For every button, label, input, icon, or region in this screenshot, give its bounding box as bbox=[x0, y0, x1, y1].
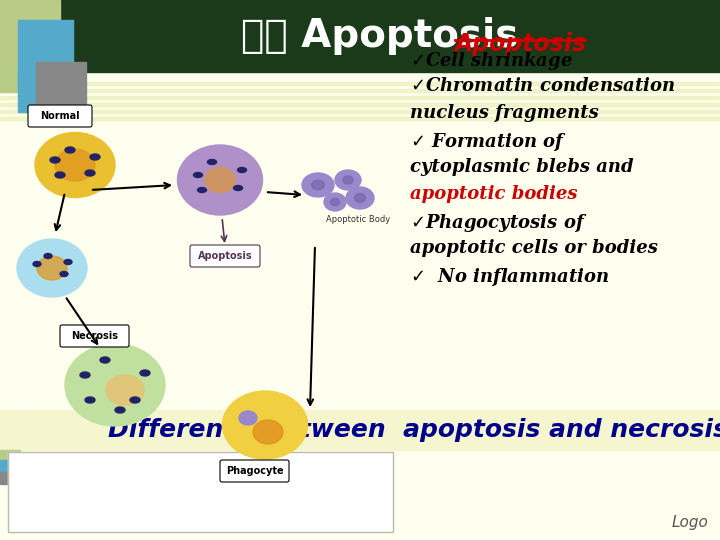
Text: $\checkmark$ Formation of: $\checkmark$ Formation of bbox=[410, 131, 567, 153]
Bar bbox=[0, 117, 720, 120]
Bar bbox=[0, 472, 12, 484]
Text: Apoptosis: Apoptosis bbox=[455, 32, 587, 56]
Bar bbox=[8, 452, 393, 532]
Bar bbox=[0, 0, 60, 72]
Text: Difference between  apoptosis and necrosis: Difference between apoptosis and necrosi… bbox=[108, 418, 720, 442]
Text: Apoptotic Body: Apoptotic Body bbox=[326, 215, 390, 225]
FancyBboxPatch shape bbox=[60, 325, 129, 347]
Text: $\checkmark$Phagocytosis of: $\checkmark$Phagocytosis of bbox=[410, 212, 588, 234]
Text: 凋亡 Apoptosis: 凋亡 Apoptosis bbox=[241, 17, 518, 55]
Ellipse shape bbox=[50, 157, 60, 163]
Text: nucleus fragments: nucleus fragments bbox=[410, 104, 599, 122]
Ellipse shape bbox=[33, 261, 41, 267]
Bar bbox=[8, 452, 393, 532]
Bar bbox=[0, 103, 720, 106]
Bar bbox=[0, 96, 720, 99]
Ellipse shape bbox=[178, 145, 263, 215]
Bar bbox=[36, 62, 86, 112]
Ellipse shape bbox=[354, 194, 366, 202]
Ellipse shape bbox=[44, 253, 52, 259]
Ellipse shape bbox=[115, 407, 125, 413]
Ellipse shape bbox=[55, 172, 65, 178]
Text: Phagocyte: Phagocyte bbox=[226, 466, 284, 476]
Text: Normal: Normal bbox=[40, 111, 80, 121]
Ellipse shape bbox=[239, 411, 257, 425]
FancyBboxPatch shape bbox=[220, 460, 289, 482]
Ellipse shape bbox=[197, 187, 207, 192]
Bar bbox=[0, 0, 720, 72]
Ellipse shape bbox=[222, 391, 307, 459]
Ellipse shape bbox=[55, 149, 95, 181]
FancyBboxPatch shape bbox=[190, 245, 260, 267]
Ellipse shape bbox=[90, 154, 100, 160]
Ellipse shape bbox=[64, 260, 72, 265]
Ellipse shape bbox=[324, 193, 346, 211]
Ellipse shape bbox=[233, 186, 243, 191]
FancyBboxPatch shape bbox=[28, 105, 92, 127]
Ellipse shape bbox=[65, 344, 165, 426]
Text: $\checkmark$Chromatin condensation: $\checkmark$Chromatin condensation bbox=[410, 77, 675, 95]
Ellipse shape bbox=[37, 256, 67, 280]
Ellipse shape bbox=[343, 176, 354, 184]
Bar bbox=[0, 450, 20, 460]
Text: apoptotic bodies: apoptotic bodies bbox=[410, 185, 577, 203]
Ellipse shape bbox=[106, 375, 144, 405]
Bar bbox=[18, 20, 73, 92]
Ellipse shape bbox=[35, 132, 115, 198]
Bar bbox=[0, 460, 16, 472]
Ellipse shape bbox=[312, 180, 325, 190]
Bar bbox=[0, 110, 720, 113]
Bar bbox=[0, 89, 720, 92]
Ellipse shape bbox=[238, 167, 246, 172]
Ellipse shape bbox=[302, 173, 334, 197]
Text: Necrosis: Necrosis bbox=[71, 331, 119, 341]
Ellipse shape bbox=[140, 370, 150, 376]
Text: Apoptosis: Apoptosis bbox=[198, 251, 252, 261]
Bar bbox=[0, 410, 720, 450]
Ellipse shape bbox=[85, 397, 95, 403]
Ellipse shape bbox=[346, 187, 374, 209]
Bar bbox=[18, 72, 58, 112]
Ellipse shape bbox=[100, 357, 110, 363]
Ellipse shape bbox=[330, 198, 339, 206]
Text: $\checkmark$Cell shrinkage: $\checkmark$Cell shrinkage bbox=[410, 50, 573, 72]
Ellipse shape bbox=[65, 147, 75, 153]
Ellipse shape bbox=[130, 397, 140, 403]
Text: $\checkmark$  No inflammation: $\checkmark$ No inflammation bbox=[410, 266, 609, 288]
Ellipse shape bbox=[253, 420, 283, 444]
Ellipse shape bbox=[60, 272, 68, 276]
Bar bbox=[0, 82, 720, 85]
Ellipse shape bbox=[85, 170, 95, 176]
Ellipse shape bbox=[205, 167, 235, 192]
Text: Logo: Logo bbox=[671, 515, 708, 530]
Ellipse shape bbox=[194, 172, 202, 178]
Ellipse shape bbox=[17, 239, 87, 297]
Ellipse shape bbox=[80, 372, 90, 378]
Bar bbox=[0, 20, 45, 92]
Ellipse shape bbox=[335, 170, 361, 190]
Ellipse shape bbox=[207, 159, 217, 165]
Text: cytoplasmic blebs and: cytoplasmic blebs and bbox=[410, 158, 634, 176]
Text: apoptotic cells or bodies: apoptotic cells or bodies bbox=[410, 239, 658, 257]
